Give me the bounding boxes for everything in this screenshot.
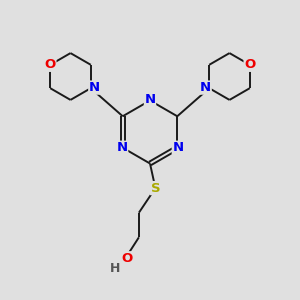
Text: N: N [89, 81, 100, 94]
Text: O: O [45, 58, 56, 71]
Text: O: O [244, 58, 255, 71]
Text: N: N [117, 141, 128, 154]
Text: N: N [144, 93, 156, 106]
Text: O: O [121, 252, 133, 265]
Text: H: H [110, 262, 120, 275]
Text: S: S [151, 182, 160, 195]
Text: N: N [200, 81, 211, 94]
Text: N: N [172, 141, 183, 154]
